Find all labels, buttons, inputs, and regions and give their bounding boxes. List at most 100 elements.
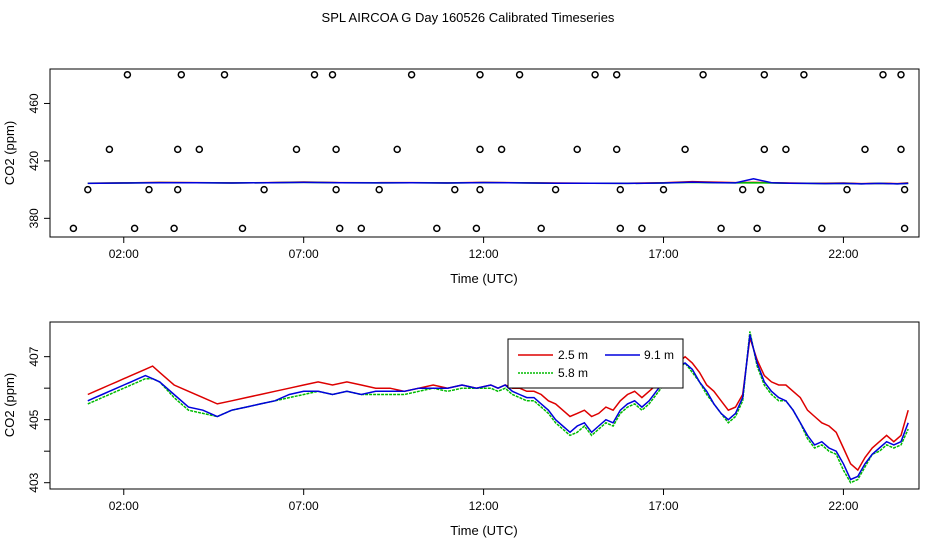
data-point [69, 224, 78, 233]
data-point [497, 145, 506, 154]
data-point [476, 145, 484, 154]
data-point [292, 145, 301, 154]
x-tick-label: 22:00 [828, 499, 858, 513]
y-axis-bottom: 403 405 407 [27, 346, 50, 493]
data-point [756, 185, 765, 194]
x-tick-label: 17:00 [649, 499, 679, 513]
data-point [717, 224, 725, 233]
legend-label-5-8m: 5.8 m [558, 366, 588, 380]
data-point [332, 185, 340, 194]
y-tick-label: 460 [27, 93, 41, 113]
y-tick-label: 403 [27, 472, 41, 492]
data-point [818, 224, 826, 233]
data-point [659, 185, 668, 194]
x-tick-label: 02:00 [109, 247, 139, 261]
data-point [753, 224, 761, 233]
data-point [897, 70, 905, 79]
data-point [123, 70, 132, 79]
series-lines-bottom [87, 331, 909, 484]
x-tick-label: 07:00 [289, 499, 319, 513]
data-point [638, 224, 646, 233]
data-point [760, 145, 769, 154]
data-point [195, 145, 204, 154]
data-point [699, 70, 707, 79]
data-point [145, 185, 153, 194]
data-point [84, 185, 92, 194]
data-point [375, 185, 383, 194]
x-tick-label: 12:00 [469, 499, 499, 513]
legend-label-9-1m: 9.1 m [644, 348, 674, 362]
data-point [616, 224, 625, 233]
legend: 2.5 m 5.8 m 9.1 m [507, 338, 684, 389]
x-tick-label: 22:00 [828, 247, 858, 261]
data-point [130, 224, 139, 233]
data-point [476, 185, 484, 194]
data-point [616, 185, 625, 194]
data-point [433, 224, 441, 233]
y-tick-label: 420 [27, 151, 41, 171]
data-point [551, 185, 560, 194]
x-tick-label: 02:00 [109, 499, 139, 513]
data-point [173, 145, 182, 154]
y-tick-label: 405 [27, 409, 41, 429]
x-axis-top: 02:00 07:00 12:00 17:00 22:00 [109, 237, 859, 261]
data-point [105, 145, 114, 154]
data-point [537, 224, 545, 233]
data-point [357, 224, 366, 233]
data-point [335, 224, 344, 233]
data-point [238, 224, 247, 233]
x-axis-label-top: Time (UTC) [450, 271, 517, 286]
data-point [177, 70, 186, 79]
data-point [220, 70, 229, 79]
data-point [591, 70, 599, 79]
data-point [738, 185, 747, 194]
data-point [861, 145, 869, 154]
data-point [393, 145, 401, 154]
data-point [900, 224, 909, 233]
y-tick-label: 380 [27, 208, 41, 228]
data-point [472, 224, 481, 233]
data-point [843, 185, 851, 194]
legend-label-2-5m: 2.5 m [558, 348, 588, 362]
data-point [310, 70, 319, 79]
plot-frame-bottom [49, 321, 920, 490]
data-point [760, 70, 769, 79]
x-tick-label: 07:00 [289, 247, 319, 261]
data-point [573, 145, 581, 154]
data-point [407, 70, 416, 79]
data-point [476, 70, 484, 79]
series-line-9-1-m [87, 178, 909, 185]
bottom-panel: 02:00 07:00 12:00 17:00 22:00 403 405 407 Time… [2, 321, 920, 538]
legend-box [507, 338, 684, 389]
x-axis-bottom: 02:00 07:00 12:00 17:00 22:00 [109, 489, 859, 513]
data-point [332, 145, 340, 154]
data-point [782, 145, 790, 154]
data-point [515, 70, 524, 79]
x-tick-label: 17:00 [649, 247, 679, 261]
top-panel: 02:00 07:00 12:00 17:00 22:00 380 420 460 Time… [2, 68, 920, 286]
x-axis-label-bottom: Time (UTC) [450, 523, 517, 538]
y-axis-top: 380 420 460 [27, 93, 50, 228]
y-axis-label-top: CO2 (ppm) [2, 121, 17, 185]
data-point [612, 70, 621, 79]
data-point [451, 185, 459, 194]
x-tick-label: 12:00 [469, 247, 499, 261]
data-point [260, 185, 268, 194]
series-line-2-5-m [87, 337, 909, 472]
data-point [900, 185, 909, 194]
chart-title: SPL AIRCOA G Day 160526 Calibrated Times… [322, 10, 615, 25]
series-line-5-8-m [87, 331, 909, 484]
data-point [879, 70, 887, 79]
series-line-9-1-m [87, 334, 909, 481]
y-tick-label: 407 [27, 346, 41, 366]
y-axis-label-bottom: CO2 (ppm) [2, 373, 17, 437]
data-point [170, 224, 178, 233]
data-point [897, 145, 905, 154]
series-lines-top [87, 178, 909, 185]
data-point [800, 70, 808, 79]
raw-points-top [69, 70, 909, 233]
data-point [612, 145, 621, 154]
data-point [173, 185, 182, 194]
data-point [328, 70, 337, 79]
